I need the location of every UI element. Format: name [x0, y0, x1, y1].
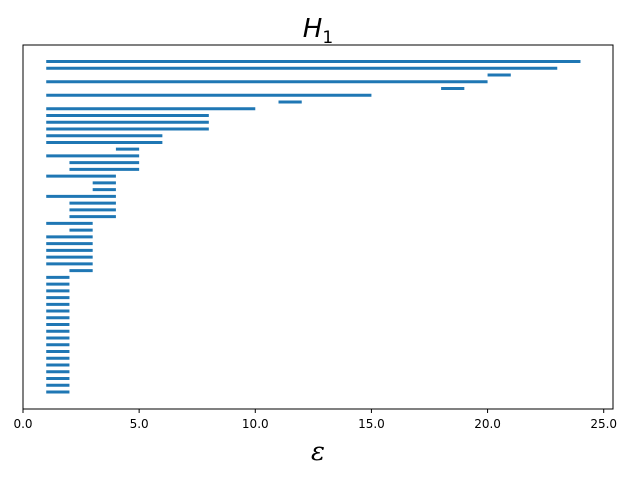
x-tick-label: 0.0	[13, 417, 32, 431]
barcode-bars	[46, 60, 581, 394]
chart-title-main: H	[303, 14, 323, 44]
x-tick-label: 15.0	[358, 417, 385, 431]
chart-title: H1	[303, 14, 333, 48]
plot-frame	[22, 44, 614, 410]
x-tick-label: 25.0	[590, 417, 617, 431]
chart-title-subscript: 1	[322, 28, 333, 48]
plot-background	[23, 45, 613, 409]
x-tick-label: 5.0	[130, 417, 149, 431]
x-tick-label: 20.0	[474, 417, 501, 431]
x-tick-label: 10.0	[242, 417, 269, 431]
x-axis-ticks: 0.0 5.0 10.0 15.0 20.0 25.0	[13, 409, 617, 431]
x-axis-label: ε	[311, 437, 325, 467]
